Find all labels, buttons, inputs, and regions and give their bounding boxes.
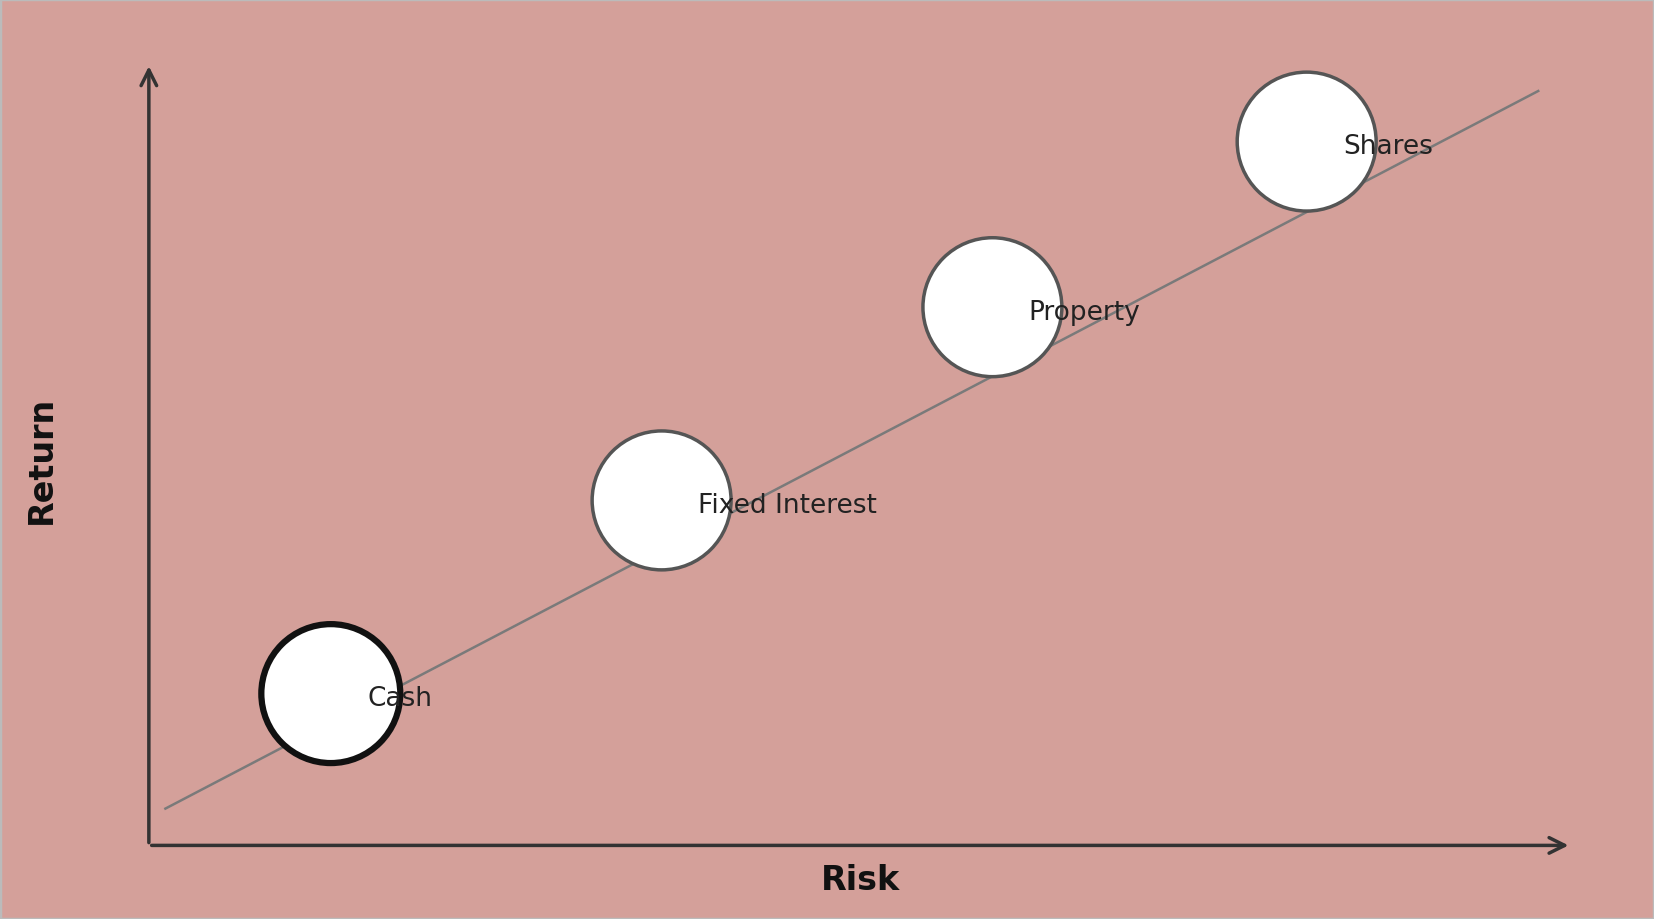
Ellipse shape xyxy=(923,238,1062,378)
Text: Fixed Interest: Fixed Interest xyxy=(698,493,877,518)
Ellipse shape xyxy=(261,624,400,764)
Text: Property: Property xyxy=(1029,300,1141,325)
Text: Cash: Cash xyxy=(367,686,432,711)
Text: Risk: Risk xyxy=(820,863,900,896)
Ellipse shape xyxy=(592,431,731,571)
Ellipse shape xyxy=(1237,73,1376,212)
Text: Shares: Shares xyxy=(1343,134,1432,160)
Text: Return: Return xyxy=(25,395,58,524)
